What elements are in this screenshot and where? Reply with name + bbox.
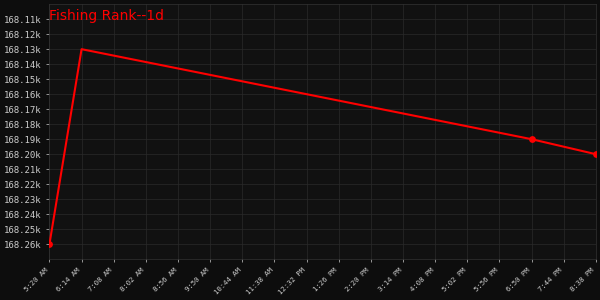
Text: Fishing Rank--1d: Fishing Rank--1d xyxy=(49,9,164,23)
Point xyxy=(591,152,600,157)
Point xyxy=(44,242,54,247)
Text: Deft Ohms: Deft Ohms xyxy=(49,0,232,4)
Point xyxy=(527,137,536,142)
